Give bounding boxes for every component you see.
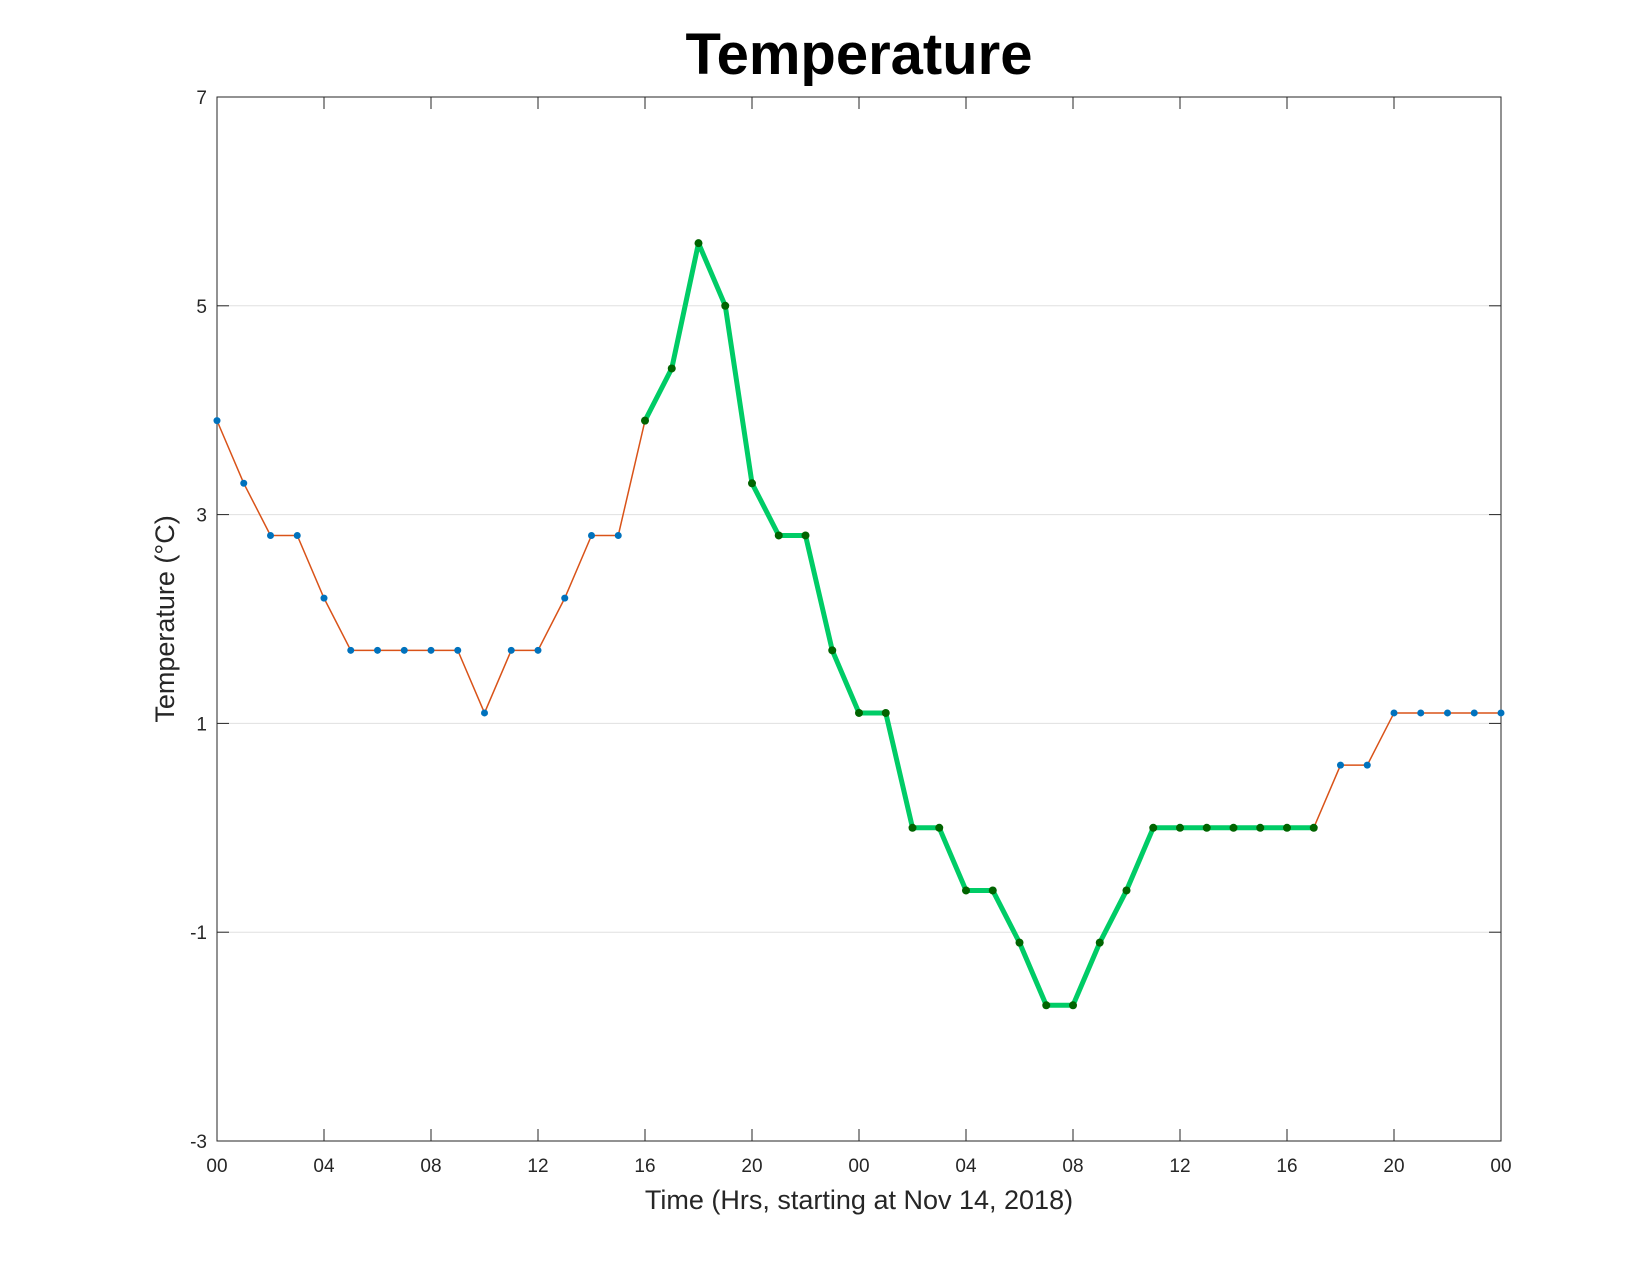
highlight-data-point <box>1149 823 1158 832</box>
highlight-data-point <box>855 708 863 717</box>
y-tick-label: 1 <box>196 714 207 735</box>
data-point <box>320 594 328 602</box>
y-tick-label: -3 <box>190 1132 207 1153</box>
data-point <box>293 531 301 539</box>
x-tick-label: 00 <box>206 1156 227 1177</box>
highlight-data-point <box>908 823 917 832</box>
x-tick-label: 00 <box>1490 1156 1511 1177</box>
data-point <box>1497 709 1505 717</box>
x-tick-label: 20 <box>741 1156 762 1177</box>
highlight-data-point <box>748 479 756 488</box>
data-point <box>588 531 595 539</box>
x-tick-label: 16 <box>1276 1156 1297 1177</box>
x-tick-label: 08 <box>1062 1156 1083 1177</box>
data-point <box>534 646 542 654</box>
highlight-data-point <box>1309 823 1318 832</box>
data-point <box>1470 709 1478 717</box>
highlight-data-point <box>1122 886 1131 895</box>
x-tick-label: 20 <box>1383 1156 1404 1177</box>
data-point <box>347 646 355 654</box>
data-point <box>481 709 488 717</box>
chart-title: Temperature <box>685 22 1032 87</box>
data-point <box>507 646 515 654</box>
x-tick-label: 04 <box>313 1156 335 1177</box>
highlight-data-point <box>828 646 837 655</box>
data-point <box>1390 709 1398 717</box>
x-tick-label: 16 <box>634 1156 655 1177</box>
highlight-data-point <box>1229 823 1238 832</box>
x-tick-label: 12 <box>527 1156 548 1177</box>
highlight-data-point <box>1176 823 1184 832</box>
highlight-data-point <box>774 531 783 540</box>
highlight-data-point <box>641 416 649 425</box>
highlight-data-point <box>1095 938 1104 947</box>
data-point <box>614 531 622 539</box>
data-point <box>400 646 408 654</box>
x-tick-label: 04 <box>955 1156 977 1177</box>
highlight-data-point <box>1015 938 1024 947</box>
data-point <box>561 594 569 602</box>
tick-labels: -3 -1 1 3 5 7 00 04 08 12 16 20 00 04 08 12 16 20 00 <box>190 88 1511 1177</box>
highlight-data-point <box>881 708 890 717</box>
highlight-data-point <box>1042 1001 1051 1010</box>
y-tick-label: 7 <box>196 88 207 109</box>
data-markers <box>213 239 1505 1010</box>
y-tick-label: 5 <box>196 297 207 318</box>
data-point <box>374 646 381 654</box>
grid-lines <box>217 305 1501 933</box>
highlight-data-point <box>801 531 810 540</box>
highlight-data-point <box>962 886 970 895</box>
data-point <box>427 646 435 654</box>
highlight-line <box>642 240 1314 1008</box>
x-tick-label: 00 <box>848 1156 869 1177</box>
data-point <box>1363 761 1371 769</box>
x-tick-label: 08 <box>420 1156 441 1177</box>
data-point <box>1337 761 1344 769</box>
highlight-series <box>642 240 1314 1008</box>
data-point <box>1444 709 1451 717</box>
highlight-data-point <box>988 886 997 895</box>
highlight-data-point <box>935 823 944 832</box>
y-tick-label: -1 <box>190 923 207 944</box>
highlight-data-point <box>1069 1001 1077 1010</box>
data-point <box>213 417 221 425</box>
x-tick-label: 12 <box>1169 1156 1190 1177</box>
y-tick-label: 3 <box>196 506 207 527</box>
highlight-data-point <box>694 239 703 248</box>
data-point <box>240 479 248 487</box>
highlight-data-point <box>667 364 676 373</box>
highlight-data-point <box>721 301 730 310</box>
axis-ticks <box>216 96 1502 1142</box>
data-point <box>1417 709 1425 717</box>
highlight-data-point <box>1202 823 1211 832</box>
y-axis-label: Temperature (°C) <box>150 515 180 722</box>
x-axis-label: Time (Hrs, starting at Nov 14, 2018) <box>645 1185 1073 1215</box>
data-point <box>454 646 462 654</box>
highlight-data-point <box>1256 823 1265 832</box>
highlight-data-point <box>1283 823 1291 832</box>
data-point <box>267 531 274 539</box>
